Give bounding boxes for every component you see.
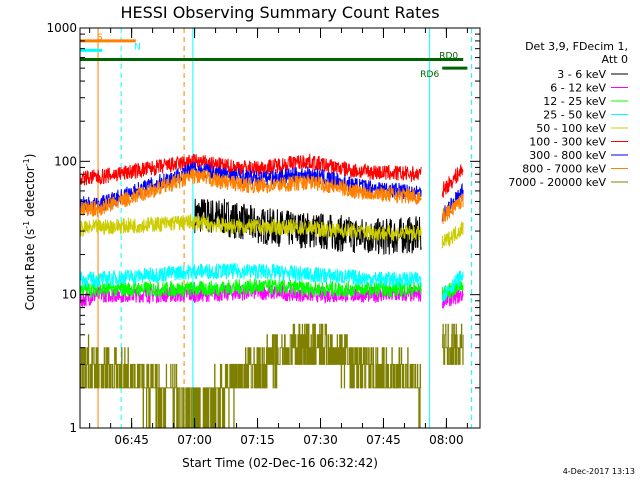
x-tick-label: 07:00 xyxy=(177,433,212,447)
x-tick-label: 07:30 xyxy=(303,433,338,447)
y-axis-label-part: detector xyxy=(23,166,37,221)
series-line-4 xyxy=(79,214,422,242)
y-tick-label: 1000 xyxy=(46,21,77,35)
axes: 1 10 100 1000 06:45 07:00 07:15 07:30 07:45 08:00 xyxy=(46,21,481,447)
flag-label: N xyxy=(134,42,141,52)
x-axis-label: Start Time (02-Dec-16 06:32:42) xyxy=(182,456,378,470)
x-tick-label: 07:45 xyxy=(366,433,401,447)
y-tick-label: 100 xyxy=(54,154,77,168)
series-line-8 xyxy=(442,323,464,365)
legend-label: 800 - 7000 keV xyxy=(522,163,606,176)
x-tick-label: 06:45 xyxy=(114,433,149,447)
footer-timestamp: 4-Dec-2017 13:13 xyxy=(563,467,635,476)
series-line-4 xyxy=(441,220,464,249)
plot-frame xyxy=(79,27,481,429)
legend-label: 300 - 800 keV xyxy=(529,149,606,162)
series-line-3 xyxy=(441,270,464,302)
legend-label: 100 - 300 keV xyxy=(529,136,606,149)
chart-title: HESSI Observing Summary Count Rates xyxy=(120,3,439,22)
series-line-7 xyxy=(79,167,422,217)
y-tick-label: 10 xyxy=(62,288,77,302)
series-line-5 xyxy=(441,164,464,198)
x-tick-label: 08:00 xyxy=(429,433,464,447)
y-axis-label-sup: -1 xyxy=(22,158,31,166)
legend-header-line: Det 3,9, FDecim 1, xyxy=(525,40,628,53)
flag-label: RD0 xyxy=(439,52,458,62)
legend-label: 3 - 6 keV xyxy=(557,68,606,81)
y-tick-label: 1 xyxy=(69,421,77,435)
series-line-3 xyxy=(79,262,422,289)
flag-label: RD6 xyxy=(420,70,439,80)
x-tick-label: 07:15 xyxy=(240,433,275,447)
legend-header-line: Att 0 xyxy=(602,53,628,66)
series-line-8 xyxy=(80,323,422,429)
legend-label: 6 - 12 keV xyxy=(550,82,606,95)
legend-label: 12 - 25 keV xyxy=(543,95,606,108)
legend-label: 50 - 100 keV xyxy=(536,122,606,135)
legend-label: 25 - 50 keV xyxy=(543,109,606,122)
y-axis-label-sup: -1 xyxy=(22,221,31,229)
legend-label: 7000 - 20000 keV xyxy=(508,176,606,189)
y-axis-label: Count Rate (s-1 detector-1) xyxy=(22,154,37,311)
series-line-2 xyxy=(79,278,422,299)
series-line-7 xyxy=(442,193,464,225)
y-axis-label-part: ) xyxy=(23,154,37,159)
y-axis-label-part: Count Rate (s xyxy=(23,229,37,311)
flag-label: S xyxy=(97,33,103,43)
